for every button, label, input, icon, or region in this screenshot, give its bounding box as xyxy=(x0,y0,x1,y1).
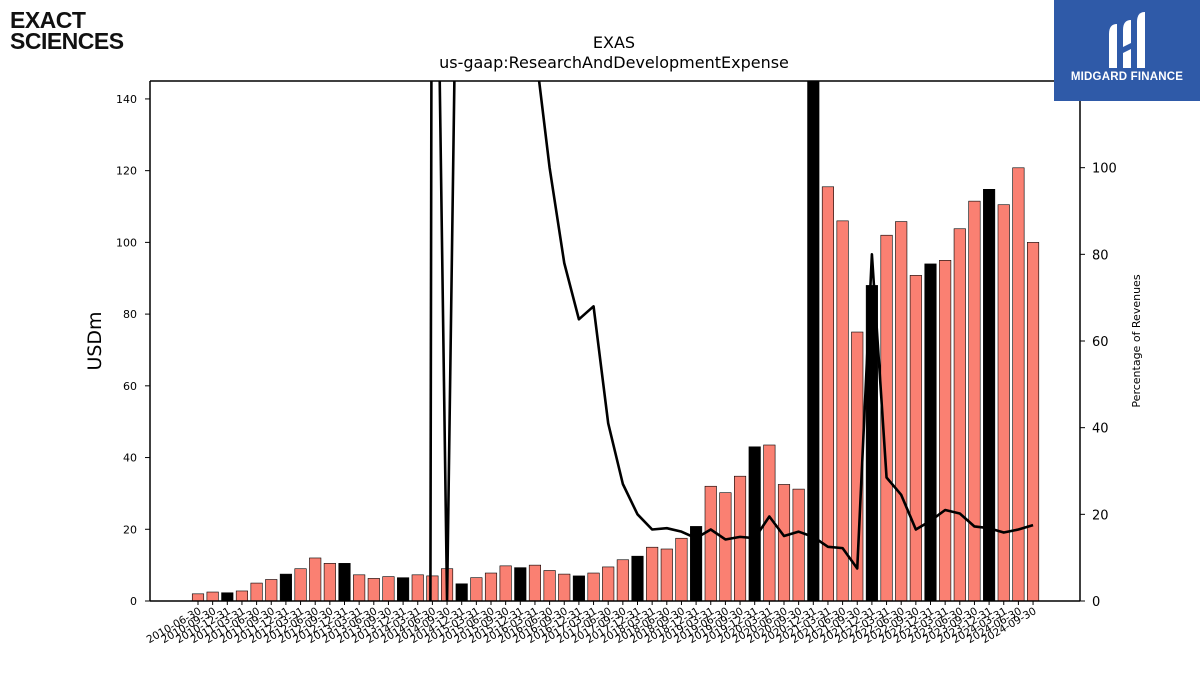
y2-axis-label: Percentage of Revenues xyxy=(1130,274,1143,407)
bar-2018-06-30 xyxy=(660,548,673,601)
y-tick-label: 80 xyxy=(123,308,137,321)
bar-2016-06-30 xyxy=(543,570,556,601)
y-tick-label: 0 xyxy=(130,595,137,608)
bar-2023-09-30 xyxy=(968,200,981,601)
bar-2020-12-31 xyxy=(807,81,820,601)
bar-2020-06-30 xyxy=(777,484,791,601)
y-tick-label: 100 xyxy=(116,236,137,249)
y2-tick-label: 80 xyxy=(1092,248,1109,263)
percentage-line-group xyxy=(429,81,1034,601)
bar-2017-09-30 xyxy=(616,559,629,601)
bar-2017-12-31 xyxy=(631,555,644,601)
bar-2013-03-31 xyxy=(353,574,366,601)
y2-tick-label: 40 xyxy=(1092,422,1109,437)
bar-2016-12-31 xyxy=(572,575,585,601)
bar-2010-12-31 xyxy=(221,592,234,601)
y-tick-label: 140 xyxy=(116,93,137,106)
bar-2024-09-30 xyxy=(1027,242,1040,601)
bar-2011-06-30 xyxy=(250,582,263,601)
bar-2022-06-30 xyxy=(895,221,908,601)
bar-2011-09-30 xyxy=(265,579,278,601)
bar-2016-03-31 xyxy=(528,564,542,601)
bar-2013-06-30 xyxy=(367,578,380,601)
y2-tick-label: 0 xyxy=(1092,595,1100,610)
bar-2023-06-30 xyxy=(953,228,966,601)
bar-2020-09-30 xyxy=(792,488,805,601)
brand-name: MIDGARD FINANCE xyxy=(1070,71,1184,83)
percentage-line xyxy=(429,81,1034,601)
bar-2014-06-30 xyxy=(426,575,439,601)
bar-2021-03-31 xyxy=(821,186,835,601)
bar-2018-03-31 xyxy=(646,546,659,601)
bar-2021-12-31 xyxy=(865,285,878,601)
bar-2014-12-31 xyxy=(455,583,468,601)
bar-2014-03-31 xyxy=(411,574,424,601)
bar-2022-12-31 xyxy=(924,263,937,601)
y2-tick-label: 20 xyxy=(1092,508,1109,523)
y-axis-label: USDm xyxy=(84,311,106,370)
bar-2012-12-31 xyxy=(338,563,351,601)
bar-2018-09-30 xyxy=(675,537,688,601)
bar-2012-06-30 xyxy=(309,557,322,601)
chart-title: EXAS xyxy=(593,33,635,52)
logo-line2: SCIENCES xyxy=(10,28,124,54)
ticks-group: 0204060801001201400204060801002010-06-30… xyxy=(116,93,1117,646)
y-tick-label: 40 xyxy=(123,452,137,465)
bar-2019-06-30 xyxy=(719,492,732,601)
bar-2012-09-30 xyxy=(323,563,336,601)
bar-2024-06-30 xyxy=(1012,167,1025,601)
bar-2023-03-31 xyxy=(939,260,952,601)
y-tick-label: 20 xyxy=(123,523,137,536)
bar-2022-03-31 xyxy=(880,234,893,601)
bar-2013-09-30 xyxy=(382,576,395,601)
bar-2011-03-31 xyxy=(235,590,248,601)
bar-2023-12-31 xyxy=(983,189,996,601)
bar-2012-03-31 xyxy=(294,568,307,601)
y-tick-label: 120 xyxy=(116,165,137,178)
bar-2017-06-30 xyxy=(602,566,615,601)
midgard-finance-logo: MIDGARD FINANCE xyxy=(1054,0,1200,101)
midgard-mark-icon xyxy=(1109,12,1145,68)
exact-sciences-logo: EXACT SCIENCES xyxy=(10,7,150,60)
bar-2015-03-31 xyxy=(470,577,483,601)
bar-2011-12-31 xyxy=(279,573,292,601)
bar-2010-09-30 xyxy=(206,591,219,601)
bar-2021-06-30 xyxy=(836,220,849,601)
bar-2019-12-31 xyxy=(748,446,761,601)
y2-tick-label: 100 xyxy=(1092,162,1117,177)
bar-2024-03-31 xyxy=(997,204,1010,601)
y-tick-label: 60 xyxy=(123,380,137,393)
chart-subtitle: us-gaap:ResearchAndDevelopmentExpense xyxy=(439,53,789,72)
bar-2015-09-30 xyxy=(499,565,512,601)
bar-2019-03-31 xyxy=(704,485,717,601)
logo-line1: EXACT xyxy=(10,7,86,33)
bar-2016-09-30 xyxy=(558,573,571,601)
bar-2013-12-31 xyxy=(397,577,410,601)
bar-2015-12-31 xyxy=(514,567,527,601)
bar-2017-03-31 xyxy=(587,572,600,601)
bar-2010-06-30 xyxy=(191,593,205,601)
bar-2015-06-30 xyxy=(484,572,498,601)
y2-tick-label: 60 xyxy=(1092,335,1109,350)
bar-2022-09-30 xyxy=(909,275,922,601)
bars-group xyxy=(191,81,1040,601)
